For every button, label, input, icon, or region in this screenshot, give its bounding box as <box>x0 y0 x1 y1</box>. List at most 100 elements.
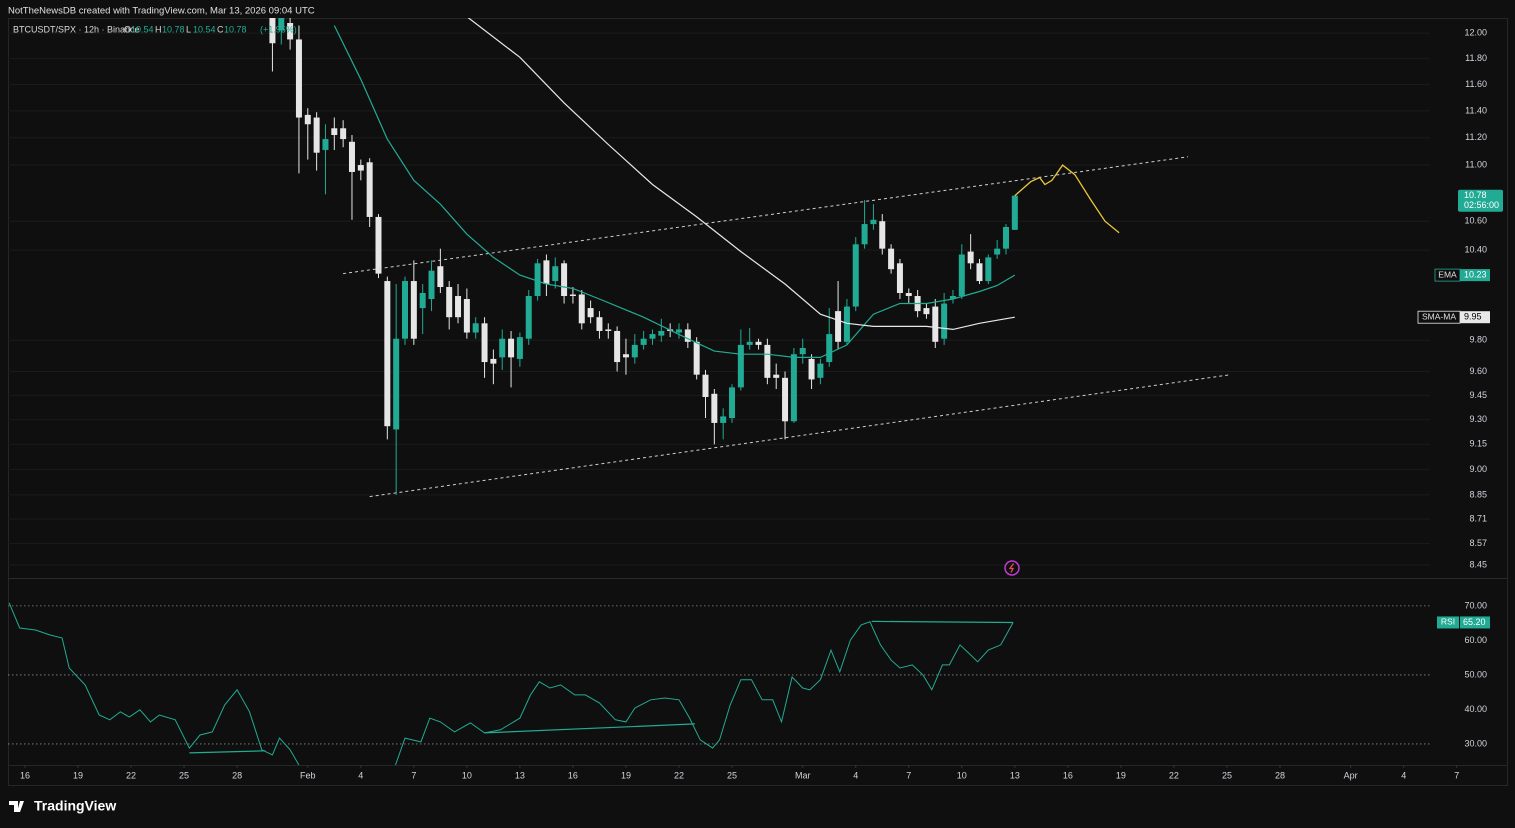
candle-body <box>729 387 736 419</box>
x-tick-label: 16 <box>20 770 30 780</box>
candle-body <box>472 323 479 333</box>
candle-body <box>578 294 585 324</box>
candle-body <box>534 263 541 297</box>
series-value-box <box>1460 269 1490 282</box>
x-tick-label: 10 <box>462 770 472 780</box>
x-tick-label: 22 <box>674 770 684 780</box>
candle-body <box>870 219 877 225</box>
x-tick-label: 7 <box>1454 770 1459 780</box>
y-tick-label: 8.71 <box>1469 513 1487 523</box>
x-tick-label: 7 <box>411 770 416 780</box>
rsi-pane <box>8 602 1014 765</box>
candle-body <box>905 293 912 297</box>
candle-body <box>755 341 762 345</box>
rsi-name: RSI <box>1441 617 1455 627</box>
candle-body <box>384 281 391 427</box>
y-tick-label: 9.45 <box>1469 390 1487 400</box>
series-name: EMA <box>1438 269 1457 279</box>
candle-body <box>967 251 974 264</box>
y-tick-label: 11.80 <box>1465 53 1487 63</box>
legend-ohlc-value: 10.78 <box>224 24 247 34</box>
candle-body <box>888 248 895 270</box>
series-value-box <box>1460 311 1490 324</box>
candle-body <box>737 344 744 388</box>
candle-body <box>808 358 815 380</box>
candle-body <box>879 221 886 249</box>
candle-body <box>693 341 700 375</box>
candle-body <box>994 248 1001 255</box>
candle-body <box>419 293 426 309</box>
x-tick-label: 19 <box>73 770 83 780</box>
x-tick-label: 16 <box>1063 770 1073 780</box>
candle-body <box>437 266 444 288</box>
legend-ohlc-letter: H <box>155 24 162 34</box>
x-tick-label: Feb <box>300 770 316 780</box>
ma-line <box>333 25 1016 358</box>
y-tick-label: 11.20 <box>1465 132 1487 142</box>
rsi-tick-label: 50.00 <box>1464 669 1487 679</box>
countdown-label: 02:56:00 <box>1464 200 1499 210</box>
candle-body <box>640 338 647 345</box>
candle-body <box>684 329 691 342</box>
y-tick-label: 11.40 <box>1465 105 1487 115</box>
candle-body <box>499 338 506 358</box>
x-tick-label: 25 <box>179 770 189 780</box>
y-tick-label: 11.60 <box>1465 79 1487 89</box>
candle-body <box>949 296 956 300</box>
x-tick-label: 22 <box>126 770 136 780</box>
candle-body <box>896 263 903 294</box>
legend-ohlc-value: 10.78 <box>162 24 185 34</box>
candle-body <box>1002 226 1009 249</box>
candle-body <box>782 377 789 422</box>
candle-body <box>428 270 435 300</box>
candle-body <box>861 224 868 245</box>
candle-body <box>410 281 417 339</box>
y-tick-label: 12.00 <box>1464 27 1487 37</box>
x-tick-label: Apr <box>1344 770 1358 780</box>
x-tick-label: 10 <box>957 770 967 780</box>
channel-line <box>343 156 1189 275</box>
x-tick-label: 22 <box>1169 770 1179 780</box>
axes: 12.00 11.80 11.60 11.40 11.20 11.00 10.60 10.40… <box>20 27 1503 780</box>
y-tick-label: 9.15 <box>1469 439 1487 449</box>
legend-ohlc-letter: O <box>124 24 131 34</box>
candle-body <box>817 363 824 378</box>
y-tick-label: 11.00 <box>1465 159 1487 169</box>
legend-change: (+1.95%) <box>260 24 297 34</box>
legend-ohlc-letter: C <box>217 24 224 34</box>
candle-body <box>941 303 948 339</box>
x-tick-label: 4 <box>853 770 858 780</box>
series-value: 10.23 <box>1464 269 1487 279</box>
rsi-name-box <box>1437 616 1459 629</box>
candle-body <box>569 294 576 297</box>
x-tick-label: 28 <box>1275 770 1285 780</box>
candle-body <box>525 296 532 339</box>
legend-ohlc-value: 10.54 <box>193 24 216 34</box>
rsi-tick-label: 70.00 <box>1464 600 1487 610</box>
rsi-tick-label: 40.00 <box>1464 704 1487 714</box>
divergence-line <box>871 620 1014 624</box>
candle-body <box>455 296 462 318</box>
last-price-label: 10.78 <box>1464 190 1487 200</box>
candle-body <box>614 330 621 363</box>
candle-body <box>490 358 497 364</box>
x-tick-label: 19 <box>621 770 631 780</box>
legend-title: BTCUSDT/SPX · 12h · Binance <box>13 24 140 34</box>
candle-body <box>357 165 364 171</box>
rsi-value: 65.20 <box>1463 617 1486 627</box>
candle-body <box>481 323 488 363</box>
candle-body <box>746 341 753 345</box>
candle-body <box>340 128 347 140</box>
candle-body <box>826 334 833 363</box>
x-tick-label: 13 <box>515 770 525 780</box>
candle-body <box>375 216 382 274</box>
candle-body <box>675 329 682 333</box>
frame <box>8 18 1508 786</box>
candle-body <box>393 338 400 430</box>
credit: NotTheNewsDB created with TradingView.co… <box>8 6 315 17</box>
x-tick-label: 13 <box>1010 770 1020 780</box>
candle-body <box>764 344 771 378</box>
divergence-line <box>189 750 266 754</box>
